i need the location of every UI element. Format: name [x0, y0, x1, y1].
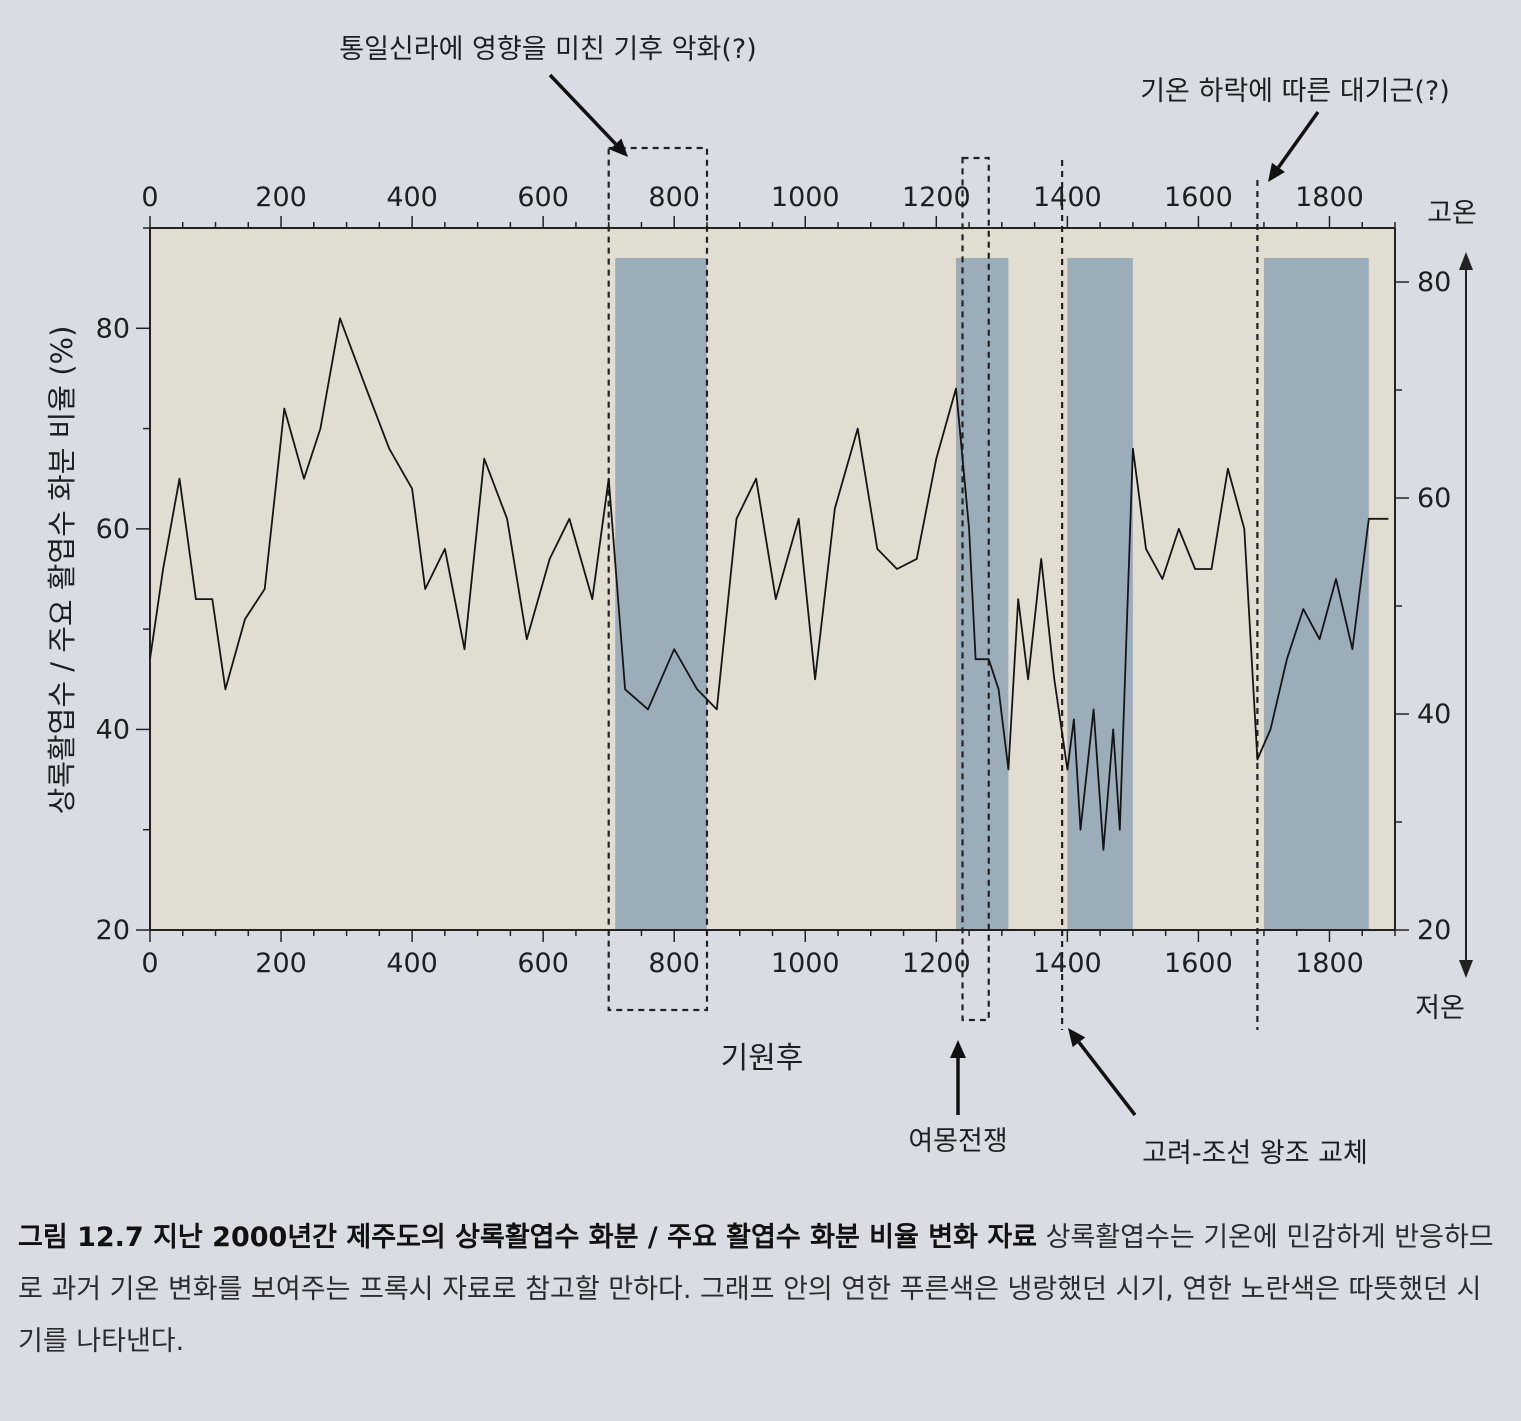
x-tick-label-top: 1000 [771, 182, 840, 213]
chart-figure: 0 200 400 600 800 1000 1200 1400 1600 1800 0 200 40… [45, 34, 1477, 1169]
annotations: 통일신라에 영향을 미친 기후 악화(?) 기온 하락에 따른 대기근(?) 여몽전… [339, 34, 1450, 1169]
cold-band-3 [1067, 258, 1133, 930]
pollen-ratio-series [149, 317, 1389, 851]
x-tick-label-top: 1200 [902, 182, 971, 213]
annotation-mongol-text: 여몽전쟁 [908, 1126, 1007, 1157]
event-highlight-boxes [607, 146, 1259, 1030]
x-tick-label-bottom: 400 [386, 948, 438, 979]
x-tick-label-bottom: 0 [141, 948, 158, 979]
y-tick-label-left: 60 [96, 514, 130, 545]
figure-caption: 그림 12.7 지난 2000년간 제주도의 상록활엽수 화분 / 주요 활엽수… [18, 1212, 1498, 1368]
unified-silla-box [607, 146, 709, 1012]
y-axis-left: 20 40 60 80 [96, 227, 150, 946]
y-tick-label-left: 80 [96, 313, 130, 344]
temperature-arrow-down-head [1459, 960, 1473, 978]
x-tick-label-top: 1600 [1164, 182, 1233, 213]
y-axis-right: 20 40 60 80 [1395, 252, 1473, 978]
annotation-mongol-arrow-head [950, 1040, 966, 1058]
annotation-dynasty-text: 고려-조선 왕조 교체 [1142, 1138, 1368, 1169]
y-tick-label-right: 20 [1417, 915, 1451, 946]
annotation-silla-arrow-head [609, 138, 628, 157]
y-tick-label-right: 40 [1417, 699, 1451, 730]
x-axis-label: 기원후 [721, 1041, 804, 1076]
x-tick-label-top: 1400 [1033, 182, 1102, 213]
y-tick-label-left: 20 [96, 915, 130, 946]
x-tick-label-bottom: 800 [648, 948, 700, 979]
y-axis-label: 상록활엽수 / 주요 활엽수 화분 비율 (%) [45, 326, 79, 815]
annotation-famine-arrow-shaft [1277, 110, 1320, 169]
annotation-dynasty-arrow-shaft [1077, 1041, 1137, 1117]
caption-title: 그림 12.7 지난 2000년간 제주도의 상록활엽수 화분 / 주요 활엽수… [18, 1222, 1038, 1253]
annotation-silla-arrow-shaft [548, 73, 617, 146]
cold-period-bands [615, 258, 1369, 930]
x-tick-label-bottom: 1000 [771, 948, 840, 979]
x-tick-label-bottom: 1600 [1164, 948, 1233, 979]
x-axis-bottom: 0 200 400 600 800 1000 1200 1400 1600 1800 [141, 930, 1396, 979]
y-tick-label-right: 80 [1417, 267, 1451, 298]
y-tick-label-right: 60 [1417, 483, 1451, 514]
x-tick-label-top: 800 [648, 182, 700, 213]
mongol-war-box [961, 156, 990, 1022]
x-tick-label-bottom: 1200 [902, 948, 971, 979]
x-tick-label-top: 0 [141, 182, 158, 213]
x-tick-label-bottom: 600 [517, 948, 569, 979]
caption-body: 상록활엽수는 기온에 민감하게 반응하므로 과거 기온 변화를 보여주는 프록시… [18, 1222, 1494, 1357]
x-tick-label-top: 200 [255, 182, 307, 213]
x-tick-label-top: 600 [517, 182, 569, 213]
x-tick-label-top: 400 [386, 182, 438, 213]
x-tick-label-bottom: 1800 [1295, 948, 1364, 979]
y-tick-label-left: 40 [96, 714, 130, 745]
x-tick-label-bottom: 200 [255, 948, 307, 979]
annotation-dynasty-arrow-head [1068, 1028, 1086, 1048]
annotation-famine-arrow-head [1268, 162, 1285, 182]
temperature-arrow-up-head [1459, 252, 1473, 270]
right-axis-bottom-label: 저온 [1415, 993, 1465, 1024]
cold-band-4 [1263, 258, 1369, 930]
series-line [149, 317, 1389, 851]
cold-band-2 [955, 258, 1009, 930]
annotation-silla-text: 통일신라에 영향을 미친 기후 악화(?) [339, 34, 757, 65]
right-axis-top-label: 고온 [1427, 198, 1477, 229]
x-axis-top: 0 200 400 600 800 1000 1200 1400 1600 1800 [141, 182, 1396, 228]
x-tick-label-bottom: 1400 [1033, 948, 1102, 979]
x-tick-label-top: 1800 [1295, 182, 1364, 213]
cold-band-1 [615, 258, 707, 930]
annotation-famine-text: 기온 하락에 따른 대기근(?) [1140, 76, 1450, 107]
